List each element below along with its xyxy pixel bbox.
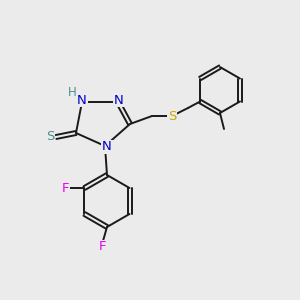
Text: F: F xyxy=(99,241,107,254)
Text: S: S xyxy=(168,110,176,122)
Text: N: N xyxy=(114,94,124,106)
Text: H: H xyxy=(68,85,76,98)
Text: S: S xyxy=(46,130,54,143)
Text: N: N xyxy=(102,140,112,154)
Text: N: N xyxy=(77,94,87,106)
Text: F: F xyxy=(62,182,69,194)
